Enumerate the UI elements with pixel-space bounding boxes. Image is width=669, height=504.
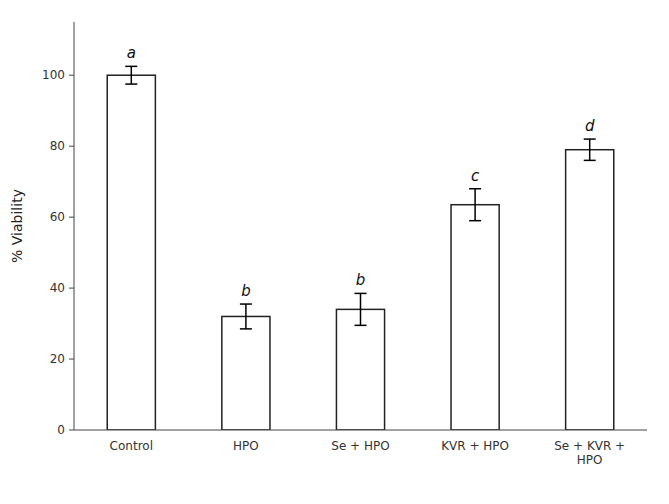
x-tick-label-line: HPO (577, 453, 603, 467)
error-bar (240, 304, 252, 329)
y-axis-label: % Viability (9, 189, 25, 263)
x-tick-label-line: Se + HPO (331, 439, 389, 453)
error-cap (469, 220, 481, 222)
bar (451, 205, 499, 430)
y-tick-label: 20 (50, 352, 65, 366)
significance-letter: b (356, 271, 366, 289)
significance-letter: c (471, 167, 480, 185)
y-axis-line (74, 22, 75, 430)
error-bar (125, 66, 137, 84)
significance-letter: a (127, 44, 136, 62)
error-bar (584, 139, 596, 160)
error-stem (360, 293, 362, 325)
error-cap (240, 303, 252, 305)
letters: a b b c d (127, 44, 595, 300)
y-tick (69, 288, 74, 289)
x-tick-label-line: Se + KVR + (554, 439, 625, 453)
error-cap (355, 325, 367, 327)
x-tick-label: Se + HPO (331, 439, 389, 453)
y-tick (69, 75, 74, 76)
y-tick-label: 0 (57, 423, 65, 437)
error-bar (355, 293, 367, 325)
bar (336, 309, 384, 430)
y-tick (69, 217, 74, 218)
x-axis: ControlHPOSe + HPOKVR + HPOSe + KVR +HPO (74, 430, 647, 467)
bar (222, 316, 270, 430)
error-stem (474, 189, 476, 221)
x-tick-label-line: Control (110, 439, 153, 453)
significance-letter: b (241, 282, 251, 300)
x-axis-line (74, 430, 647, 431)
error-stem (589, 139, 591, 160)
plot-marks (107, 66, 614, 430)
y-tick (69, 430, 74, 431)
y-tick (69, 146, 74, 147)
significance-letter: d (585, 117, 595, 135)
bar (107, 75, 155, 430)
error-cap (355, 293, 367, 295)
x-tick-label: HPO (233, 439, 259, 453)
error-stem (245, 304, 247, 329)
y-tick-label: 40 (50, 281, 65, 295)
x-tick-label: Se + KVR +HPO (554, 439, 625, 467)
y-axis: 0 20 40 60 80 100 % Viability (9, 22, 74, 437)
error-stem (131, 66, 133, 84)
y-tick-label: 100 (42, 68, 65, 82)
error-bar (469, 189, 481, 221)
x-tick-label: Control (110, 439, 153, 453)
chart: abbcd020406080100% ViabilityControlHPOSe… (0, 0, 669, 504)
x-tick-label: KVR + HPO (441, 439, 509, 453)
y-tick-label: 60 (50, 210, 65, 224)
x-tick-label-line: HPO (233, 439, 259, 453)
error-cap (125, 83, 137, 85)
error-cap (469, 188, 481, 190)
bar (566, 150, 614, 430)
error-cap (240, 328, 252, 330)
error-cap (125, 66, 137, 68)
x-tick-label-line: KVR + HPO (441, 439, 509, 453)
error-cap (584, 160, 596, 162)
error-cap (584, 138, 596, 140)
y-tick-label: 80 (50, 139, 65, 153)
y-tick (69, 359, 74, 360)
